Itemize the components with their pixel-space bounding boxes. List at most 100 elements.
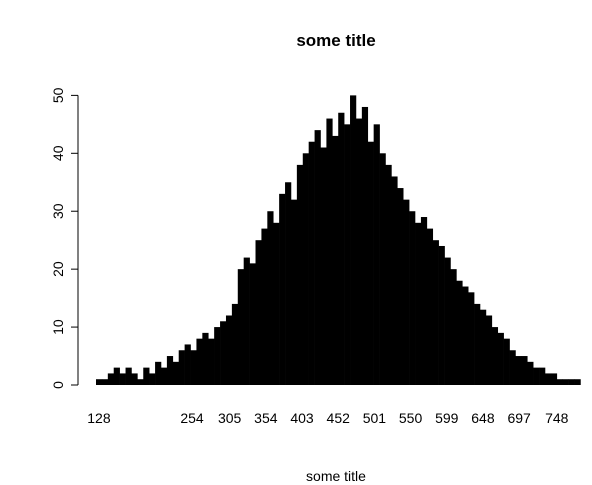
histogram-bar <box>208 338 215 385</box>
histogram-bar <box>332 135 339 385</box>
histogram-bar <box>119 373 126 385</box>
histogram-bar <box>361 106 369 386</box>
histogram-bar <box>385 164 392 385</box>
histogram-bar <box>509 350 516 385</box>
histogram-bar <box>521 356 528 385</box>
histogram-bar <box>379 153 386 385</box>
histogram-bar <box>243 257 250 385</box>
histogram-bar <box>285 182 292 385</box>
histogram-bar <box>160 367 168 385</box>
histogram-bar <box>568 379 575 385</box>
histogram-bar <box>314 130 321 385</box>
histogram-bar <box>137 379 144 385</box>
y-tick-label: 40 <box>50 145 66 161</box>
histogram-bar <box>456 280 463 385</box>
histogram-bar <box>279 193 286 385</box>
x-tick-label: 354 <box>254 410 278 426</box>
histogram-bar <box>432 240 439 385</box>
histogram-bar <box>391 176 398 385</box>
histogram-bar <box>202 332 209 385</box>
histogram-bar <box>415 222 422 385</box>
histogram-bar <box>237 269 244 385</box>
histogram-bar <box>426 228 434 385</box>
x-tick-label: 648 <box>471 410 495 426</box>
histogram-bar <box>225 315 233 385</box>
x-tick-label: 599 <box>435 410 459 426</box>
x-tick-label: 128 <box>87 410 111 426</box>
x-tick-label: 452 <box>327 410 351 426</box>
histogram-bar <box>462 286 469 385</box>
histogram-bar <box>474 303 481 385</box>
histogram-bar <box>326 118 333 386</box>
histogram-bar <box>574 379 581 385</box>
histogram-bar <box>515 356 522 385</box>
histogram-bar <box>166 356 174 385</box>
histogram-bar <box>184 344 191 385</box>
x-tick-label: 305 <box>218 410 242 426</box>
histogram-bar <box>290 199 298 385</box>
histogram-bar <box>556 379 564 385</box>
histogram-bar <box>101 379 109 385</box>
x-tick-label: 748 <box>545 410 569 426</box>
histogram-bar <box>107 373 115 385</box>
histogram-bar <box>302 153 309 385</box>
histogram-bar <box>355 118 363 386</box>
y-axis-ticks: 0 10 20 30 40 50 <box>50 87 78 389</box>
x-tick-label: 550 <box>399 410 423 426</box>
histogram-bar <box>143 367 150 385</box>
histogram-bar <box>344 124 351 385</box>
histogram-bar <box>113 367 120 385</box>
histogram-bar <box>149 373 156 385</box>
histogram-bar <box>468 292 475 385</box>
histogram-bar <box>350 95 357 385</box>
histogram-bar <box>131 373 138 385</box>
histogram-bar <box>249 263 256 385</box>
histogram-bar <box>450 269 457 385</box>
x-tick-label: 501 <box>363 410 387 426</box>
histogram-bar <box>480 309 487 385</box>
chart-title: some title <box>296 31 375 50</box>
histogram-bar <box>550 373 558 385</box>
histogram-bar <box>231 303 239 385</box>
histogram-bar <box>367 141 374 385</box>
bars <box>96 95 581 386</box>
x-tick-label: 697 <box>507 410 531 426</box>
histogram-bar <box>172 361 180 385</box>
histogram-bar <box>562 379 569 385</box>
histogram-bar <box>503 338 510 385</box>
histogram-bar <box>497 332 504 385</box>
y-tick-label: 10 <box>50 319 66 335</box>
histogram-bar <box>491 327 499 385</box>
x-axis-tick-labels: 128 254 305 354 403 452 501 550 599 648 697 748 <box>87 410 568 426</box>
histogram-bar <box>373 124 380 385</box>
histogram-bar <box>178 350 185 385</box>
histogram-bar <box>438 245 445 385</box>
histogram-bar <box>261 228 268 385</box>
y-tick-label: 20 <box>50 261 66 277</box>
histogram-bar <box>214 327 221 385</box>
histogram-bar <box>527 361 534 385</box>
histogram-bar <box>397 188 404 385</box>
histogram-bar <box>444 257 451 385</box>
histogram-bar <box>125 367 132 385</box>
histogram-bar <box>155 361 162 385</box>
x-axis-label: some title <box>306 468 366 484</box>
histogram-bar <box>533 367 540 385</box>
histogram-bar <box>420 217 428 385</box>
histogram-bar <box>267 211 274 385</box>
histogram-bar <box>308 141 315 385</box>
histogram-bar <box>338 112 345 385</box>
histogram-bar <box>544 373 552 385</box>
histogram-bar <box>539 367 546 385</box>
y-tick-label: 0 <box>50 381 66 389</box>
histogram-bar <box>255 240 262 385</box>
histogram-bar <box>96 379 103 385</box>
y-tick-label: 30 <box>50 203 66 219</box>
histogram-bar <box>220 321 227 385</box>
histogram-bar <box>409 211 416 385</box>
histogram-bar <box>403 199 410 385</box>
histogram-bar <box>273 222 280 385</box>
histogram-bar <box>485 315 493 385</box>
histogram-bar <box>320 147 327 385</box>
